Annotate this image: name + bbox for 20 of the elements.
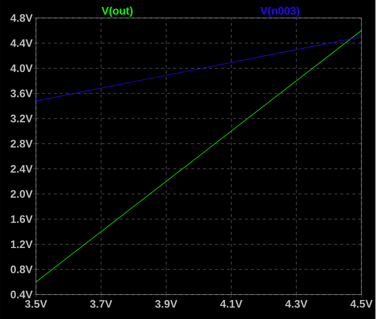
x-tick-label: 3.5V	[24, 300, 48, 308]
y-tick-label: 4.0V	[10, 64, 33, 72]
y-tick-label: 0.4V	[10, 290, 33, 298]
y-tick-label: 4.4V	[10, 39, 33, 47]
x-tick-label: 4.1V	[220, 300, 242, 308]
x-tick-label: 3.7V	[90, 300, 112, 308]
y-tick-label: 0.8V	[10, 265, 33, 274]
y-tick-label: 1.2V	[10, 240, 33, 248]
y-tick-label: 4.8V	[10, 14, 33, 22]
x-tick-label: 4.3V	[285, 300, 308, 308]
text: V(n003)	[260, 6, 300, 17]
text: V(out)	[102, 6, 133, 17]
y-tick-label: 3.6V	[10, 89, 33, 98]
y-tick-label: 2.8V	[10, 140, 33, 148]
y-tick-label: 2.0V	[10, 190, 33, 198]
y-tick-label: 1.6V	[10, 215, 33, 223]
x-tick-label: 3.9V	[155, 300, 178, 308]
y-tick-label: 2.4V	[10, 164, 33, 172]
x-tick-label: 4.5V	[350, 300, 373, 308]
y-tick-label: 3.2V	[10, 114, 33, 122]
